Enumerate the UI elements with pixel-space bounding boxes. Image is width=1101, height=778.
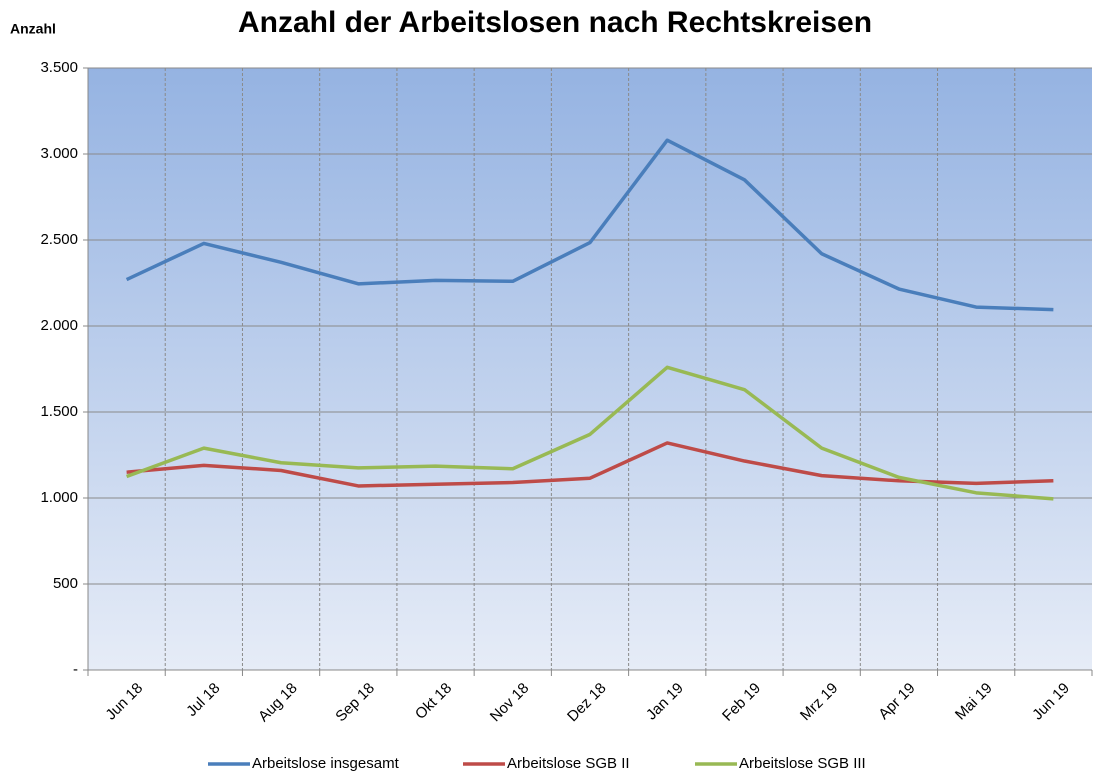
y-tick-label: 1.000: [40, 489, 78, 506]
y-tick-label: 3.500: [40, 59, 78, 76]
y-axis-label: Anzahl: [10, 21, 56, 37]
x-tick-label: Dez 18: [564, 680, 610, 726]
legend-label: Arbeitslose insgesamt: [252, 755, 400, 772]
legend-label: Arbeitslose SGB III: [739, 755, 866, 772]
x-tick-label: Okt 18: [412, 680, 455, 723]
y-tick-label: 3.000: [40, 145, 78, 162]
x-tick-label: Jan 19: [643, 680, 687, 724]
x-tick-label: Jul 18: [183, 680, 223, 720]
chart-title: Anzahl der Arbeitslosen nach Rechtskreis…: [238, 6, 872, 39]
y-tick-label: 2.000: [40, 317, 78, 334]
x-tick-label: Jun 19: [1029, 680, 1073, 724]
y-tick-label: 1.500: [40, 403, 78, 420]
x-tick-label: Mrz 19: [797, 680, 841, 724]
x-tick-label: Aug 18: [255, 680, 301, 726]
x-tick-label: Mai 19: [952, 680, 996, 724]
x-tick-label: Apr 19: [875, 680, 918, 723]
x-tick-label: Feb 19: [719, 680, 764, 725]
x-tick-label: Jun 18: [102, 680, 146, 724]
series-line: [126, 365, 1054, 501]
series-line: [126, 441, 1054, 488]
legend-label: Arbeitslose SGB II: [507, 755, 630, 772]
series-line: [125, 138, 1054, 312]
plot-area: [88, 68, 1092, 670]
y-tick-label: 500: [53, 575, 78, 592]
x-tick-label: Sep 18: [332, 680, 378, 726]
x-tick-label: Nov 18: [487, 680, 533, 726]
y-tick-label: 2.500: [40, 231, 78, 248]
y-tick-label: -: [73, 661, 78, 678]
